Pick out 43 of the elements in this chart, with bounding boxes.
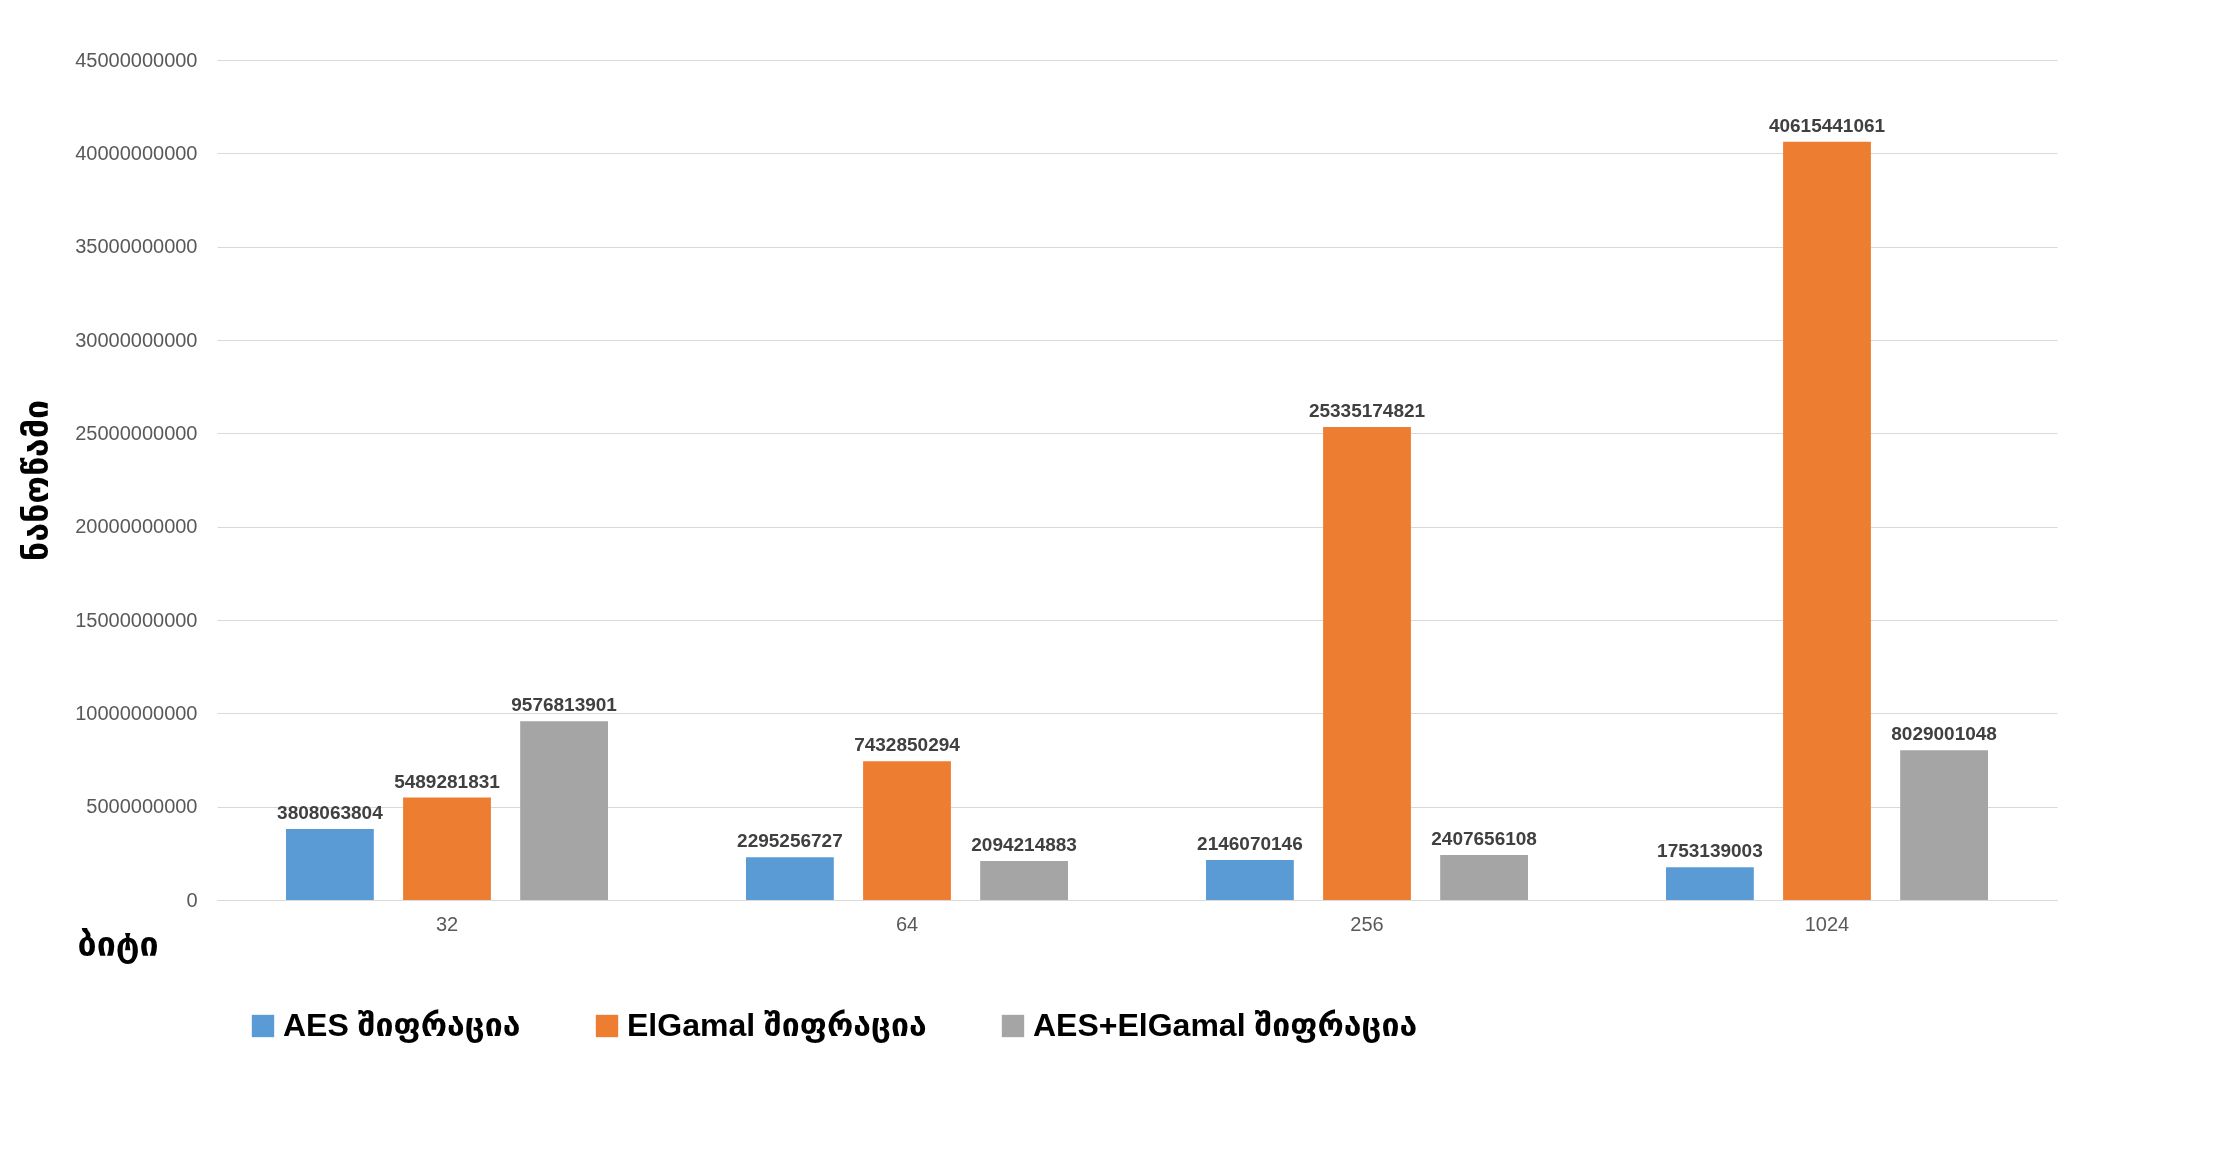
data-label: 40615441061 (1768, 114, 1886, 136)
y-tick-label: 20000000000 (75, 515, 198, 538)
y-tick-label: 40000000000 (75, 141, 198, 164)
x-tick-label: 64 (895, 912, 919, 935)
bar (1783, 141, 1871, 900)
y-tick-label: 45000000000 (75, 48, 198, 71)
y-tick-label: 35000000000 (75, 235, 198, 258)
y-tick-label: 25000000000 (75, 421, 198, 444)
bar (1206, 859, 1294, 900)
data-label: 25335174821 (1308, 400, 1426, 422)
y-tick-label: 5000000000 (86, 795, 198, 818)
x-tick-label: 256 (1350, 912, 1384, 935)
bar (1900, 750, 1988, 900)
data-label: 2407656108 (1431, 828, 1537, 850)
bar (980, 860, 1068, 900)
legend-label: AES შიფრაცია (283, 1007, 521, 1043)
bar (286, 828, 374, 900)
x-tick-label: 1024 (1804, 912, 1850, 935)
data-label: 7432850294 (854, 734, 961, 756)
y-tick-label: 30000000000 (75, 328, 198, 351)
data-label: 2295256727 (737, 830, 843, 852)
legend-label: AES+ElGamal შიფრაცია (1033, 1007, 1418, 1043)
y-tick-label: 10000000000 (75, 701, 198, 724)
x-axis-title: ბიტი (77, 924, 159, 964)
bar (746, 857, 834, 900)
legend-label: ElGamal შიფრაცია (627, 1007, 927, 1043)
y-axis-title: ნანოწამი (17, 399, 56, 562)
data-label: 8029001048 (1891, 723, 1997, 745)
y-tick-label: 0 (186, 888, 198, 911)
data-label: 2094214883 (971, 833, 1077, 855)
data-label: 3808063804 (277, 801, 384, 823)
y-tick-label: 15000000000 (75, 608, 198, 631)
bar (520, 721, 608, 900)
bar (403, 797, 491, 900)
data-label: 9576813901 (511, 694, 618, 716)
bar (1323, 427, 1411, 900)
bar (863, 761, 951, 900)
bar (1666, 867, 1754, 900)
bar (1440, 855, 1528, 900)
data-label: 5489281831 (394, 770, 501, 792)
x-tick-label: 32 (435, 912, 459, 935)
data-label: 1753139003 (1657, 840, 1763, 862)
data-label: 2146070146 (1197, 832, 1303, 854)
